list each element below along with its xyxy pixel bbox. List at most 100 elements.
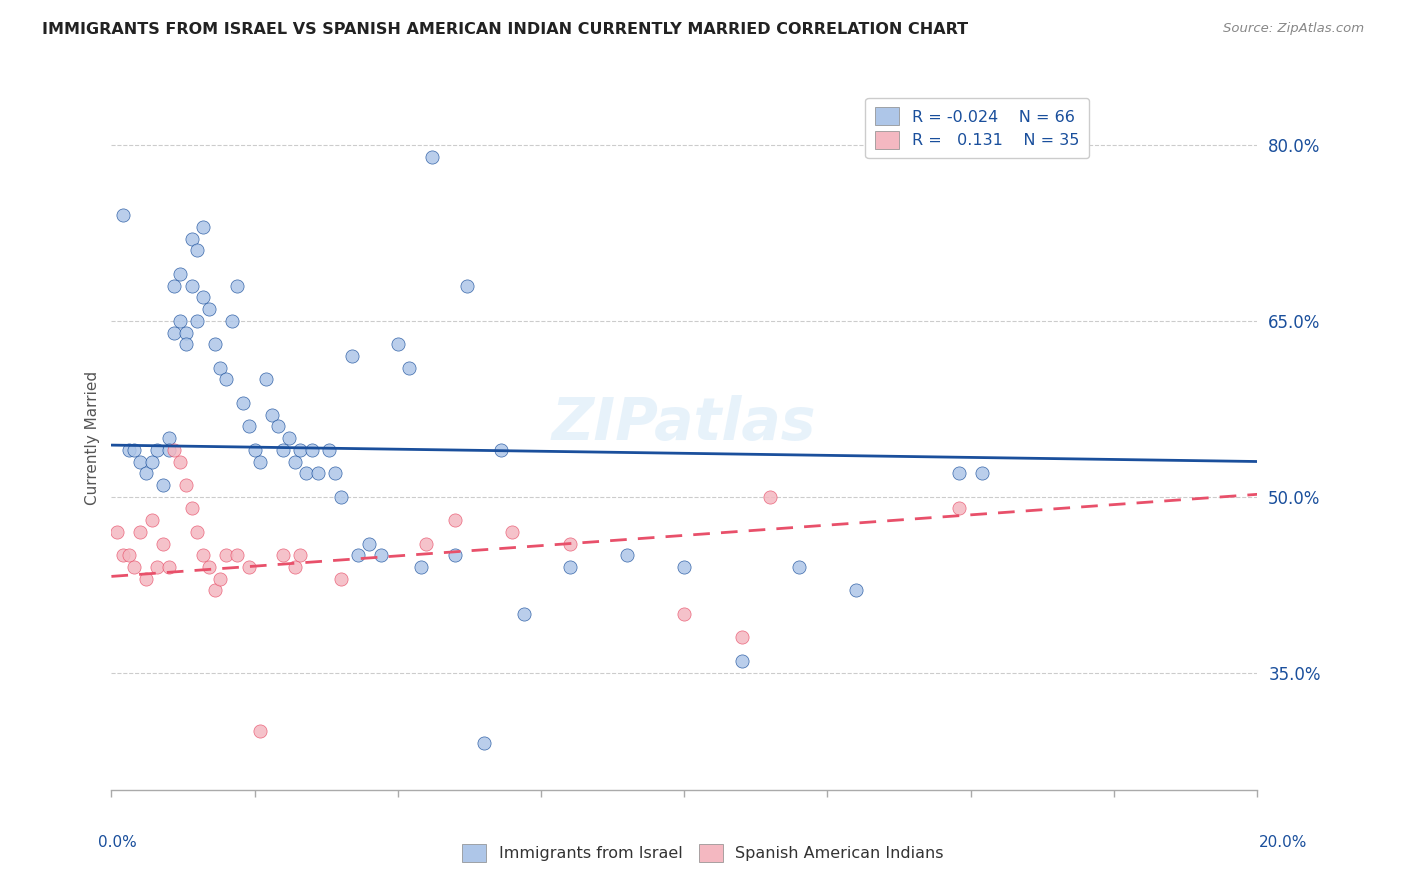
Point bbox=[209, 572, 232, 586]
Point bbox=[169, 314, 191, 328]
Point bbox=[420, 150, 443, 164]
Point bbox=[249, 724, 271, 739]
Point bbox=[513, 607, 536, 621]
Point bbox=[266, 419, 288, 434]
Point bbox=[117, 549, 139, 563]
Text: Source: ZipAtlas.com: Source: ZipAtlas.com bbox=[1223, 22, 1364, 36]
Point bbox=[472, 736, 495, 750]
Point bbox=[146, 442, 169, 457]
Point bbox=[191, 549, 214, 563]
Point bbox=[489, 442, 512, 457]
Point bbox=[948, 501, 970, 516]
Point bbox=[730, 631, 752, 645]
Point bbox=[558, 536, 581, 550]
Point bbox=[398, 360, 420, 375]
Point bbox=[174, 478, 197, 492]
Point bbox=[111, 208, 134, 222]
Point bbox=[254, 372, 277, 386]
Point bbox=[370, 549, 392, 563]
Point bbox=[111, 549, 134, 563]
Point bbox=[186, 314, 208, 328]
Point bbox=[204, 583, 226, 598]
Point bbox=[346, 549, 368, 563]
Point bbox=[169, 267, 191, 281]
Point bbox=[759, 490, 782, 504]
Point bbox=[163, 326, 186, 340]
Point bbox=[948, 467, 970, 481]
Point bbox=[972, 467, 994, 481]
Point bbox=[129, 524, 152, 539]
Point bbox=[673, 560, 696, 574]
Point bbox=[730, 654, 752, 668]
Point bbox=[180, 232, 202, 246]
Point bbox=[290, 549, 312, 563]
Point bbox=[271, 442, 294, 457]
Point bbox=[260, 408, 283, 422]
Point bbox=[318, 442, 340, 457]
Point bbox=[191, 290, 214, 304]
Text: 20.0%: 20.0% bbox=[1260, 836, 1308, 850]
Point bbox=[124, 560, 146, 574]
Point bbox=[105, 524, 128, 539]
Point bbox=[169, 454, 191, 468]
Point bbox=[501, 524, 523, 539]
Point bbox=[249, 454, 271, 468]
Point bbox=[124, 442, 146, 457]
Point bbox=[157, 560, 180, 574]
Point bbox=[215, 372, 238, 386]
Point bbox=[271, 549, 294, 563]
Y-axis label: Currently Married: Currently Married bbox=[86, 371, 100, 505]
Legend: R = -0.024    N = 66, R =   0.131    N = 35: R = -0.024 N = 66, R = 0.131 N = 35 bbox=[866, 98, 1088, 158]
Point bbox=[186, 524, 208, 539]
Point bbox=[152, 536, 174, 550]
Point bbox=[340, 349, 363, 363]
Point bbox=[174, 326, 197, 340]
Point bbox=[191, 220, 214, 235]
Point bbox=[163, 442, 186, 457]
Point bbox=[616, 549, 638, 563]
Point bbox=[135, 572, 157, 586]
Point bbox=[180, 501, 202, 516]
Point bbox=[135, 467, 157, 481]
Text: 0.0%: 0.0% bbox=[98, 836, 138, 850]
Point bbox=[215, 549, 238, 563]
Point bbox=[146, 560, 169, 574]
Point bbox=[329, 572, 352, 586]
Point bbox=[209, 360, 232, 375]
Point bbox=[226, 549, 249, 563]
Point bbox=[198, 302, 221, 317]
Point bbox=[387, 337, 409, 351]
Point bbox=[174, 337, 197, 351]
Point bbox=[284, 560, 307, 574]
Point bbox=[243, 442, 266, 457]
Point bbox=[307, 467, 329, 481]
Point bbox=[152, 478, 174, 492]
Point bbox=[295, 467, 318, 481]
Legend: Immigrants from Israel, Spanish American Indians: Immigrants from Israel, Spanish American… bbox=[456, 838, 950, 868]
Text: ZIPatlas: ZIPatlas bbox=[553, 395, 817, 452]
Point bbox=[232, 396, 254, 410]
Point bbox=[117, 442, 139, 457]
Point bbox=[329, 490, 352, 504]
Point bbox=[415, 536, 437, 550]
Point bbox=[180, 278, 202, 293]
Point bbox=[157, 442, 180, 457]
Point bbox=[141, 454, 163, 468]
Point bbox=[323, 467, 346, 481]
Point bbox=[290, 442, 312, 457]
Point bbox=[221, 314, 243, 328]
Point bbox=[278, 431, 301, 445]
Point bbox=[163, 278, 186, 293]
Point bbox=[558, 560, 581, 574]
Point bbox=[141, 513, 163, 527]
Point bbox=[359, 536, 381, 550]
Point bbox=[186, 244, 208, 258]
Point bbox=[456, 278, 478, 293]
Point bbox=[845, 583, 868, 598]
Text: IMMIGRANTS FROM ISRAEL VS SPANISH AMERICAN INDIAN CURRENTLY MARRIED CORRELATION : IMMIGRANTS FROM ISRAEL VS SPANISH AMERIC… bbox=[42, 22, 969, 37]
Point bbox=[673, 607, 696, 621]
Point bbox=[238, 419, 260, 434]
Point bbox=[226, 278, 249, 293]
Point bbox=[787, 560, 810, 574]
Point bbox=[301, 442, 323, 457]
